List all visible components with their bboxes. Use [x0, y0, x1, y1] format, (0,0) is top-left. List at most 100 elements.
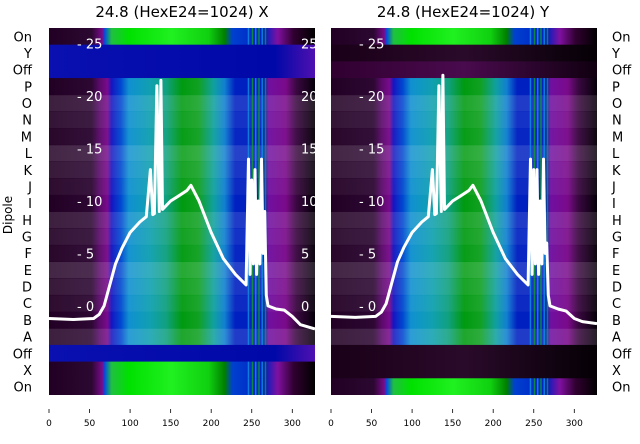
- heatmap-stripe: [536, 78, 539, 96]
- heatmap-row: [49, 211, 315, 229]
- heatmap-stripe: [546, 94, 549, 112]
- row-label: A: [612, 331, 621, 346]
- overlay-ytick-label-right: 10: [301, 195, 318, 210]
- row-label: Y: [611, 47, 620, 62]
- heatmap-stripe: [264, 78, 267, 96]
- overlay-line: [49, 78, 315, 331]
- heatmap-stripe: [543, 278, 545, 296]
- overlay-ytick-label-right: 25: [301, 38, 318, 53]
- row-label: N: [612, 114, 622, 129]
- heatmap-stripe: [251, 261, 254, 279]
- heatmap-stripe: [254, 378, 257, 395]
- overlay-ytick-label: - 15: [77, 143, 102, 158]
- heatmap-stripe: [529, 144, 532, 162]
- heatmap-stripe: [540, 261, 542, 279]
- heatmap-stripe: [543, 94, 545, 112]
- heatmap-stripe: [546, 78, 549, 96]
- heatmap-stripe: [546, 228, 549, 246]
- heatmap-stripe: [536, 311, 539, 329]
- heatmap-stripe: [258, 311, 260, 329]
- heatmap-stripe: [247, 78, 250, 96]
- heatmap-stripe: [254, 28, 257, 46]
- heatmap-stripe: [546, 178, 549, 196]
- heatmap-stripe: [533, 311, 536, 329]
- heatmap-stripe: [533, 294, 536, 313]
- row-label: K: [612, 164, 621, 179]
- overlay-ytick-label: - 25: [359, 38, 384, 53]
- heatmap-stripe: [546, 194, 549, 212]
- heatmap-stripe: [529, 94, 532, 112]
- heatmap-stripe: [264, 294, 267, 313]
- heatmap-stripe: [254, 294, 257, 313]
- heatmap-stripe: [264, 128, 267, 146]
- x-tick-label: 100: [404, 419, 421, 429]
- row-label: I: [612, 197, 616, 212]
- heatmap-row: [331, 211, 597, 229]
- heatmap-stripe: [254, 78, 257, 96]
- row-label: On: [14, 381, 32, 396]
- row-label: D: [22, 281, 32, 296]
- heatmap-stripe: [264, 111, 267, 129]
- heatmap-stripe: [247, 278, 250, 296]
- heatmap-stripe: [546, 128, 549, 146]
- heatmap-stripe: [264, 94, 267, 112]
- heatmap-stripe: [258, 378, 260, 395]
- heatmap-stripe: [264, 178, 267, 196]
- heatmap-row: [331, 361, 597, 379]
- heatmap-stripe: [536, 94, 539, 112]
- heatmap-stripe: [529, 328, 532, 346]
- x-tick-label: 150: [162, 419, 179, 429]
- row-label: O: [22, 97, 32, 112]
- row-label: Off: [612, 347, 632, 362]
- heatmap-stripe: [529, 294, 532, 313]
- overlay-ytick-label: - 25: [77, 38, 102, 53]
- heatmap-stripe: [529, 111, 532, 129]
- heatmap-stripe: [540, 111, 542, 129]
- heatmap-stripe: [264, 144, 267, 162]
- panel-x: 24.8 (HexE24=1024) X Dipole OnYOffPONMLK…: [1, 3, 318, 429]
- heatmap-stripe: [247, 378, 250, 395]
- heatmap-stripe: [261, 111, 263, 129]
- heatmap-stripe: [264, 361, 267, 379]
- overlay-ytick-label-right: 5: [301, 247, 309, 262]
- row-label: Y: [23, 47, 32, 62]
- heatmap-stripe: [264, 161, 267, 179]
- heatmap-row: [331, 161, 597, 179]
- heatmap-row: [331, 278, 597, 296]
- overlay-ytick-label: - 20: [77, 90, 102, 105]
- heatmap-stripe: [546, 294, 549, 313]
- heatmap-stripe: [258, 294, 260, 313]
- heatmap-row: [49, 378, 315, 395]
- heatmap-stripe: [536, 144, 539, 162]
- heatmap-stripe: [543, 28, 545, 46]
- heatmap-stripe: [258, 128, 260, 146]
- row-label: M: [612, 130, 623, 145]
- heatmap-stripe: [258, 278, 260, 296]
- heatmap-stripe: [536, 111, 539, 129]
- heatmap-row: [331, 111, 597, 129]
- heatmap-stripe: [247, 128, 250, 146]
- heatmap-stripe: [536, 378, 539, 395]
- heatmap-stripe: [247, 94, 250, 112]
- heatmap-stripe: [247, 111, 250, 129]
- heatmap-row: [331, 261, 597, 279]
- heatmap-row: [49, 261, 315, 279]
- heatmap-row: [49, 161, 315, 179]
- heatmap-stripe: [247, 261, 250, 279]
- heatmap-row: [49, 111, 315, 129]
- heatmap-stripe: [254, 361, 257, 379]
- heatmap-stripe: [247, 361, 250, 379]
- heatmap-stripe: [264, 194, 267, 212]
- heatmap-stripe: [536, 328, 539, 346]
- row-label: E: [612, 264, 620, 279]
- heatmap-stripe: [540, 178, 542, 196]
- heatmap-stripe: [540, 278, 542, 296]
- heatmap-stripe: [261, 278, 263, 296]
- heatmap-row: [331, 328, 597, 346]
- heatmap-stripe: [247, 28, 250, 46]
- heatmap-stripe: [543, 311, 545, 329]
- heatmap-stripe: [546, 311, 549, 329]
- heatmap-stripe: [540, 294, 542, 313]
- row-label: C: [23, 297, 32, 312]
- heatmap-stripe: [254, 128, 257, 146]
